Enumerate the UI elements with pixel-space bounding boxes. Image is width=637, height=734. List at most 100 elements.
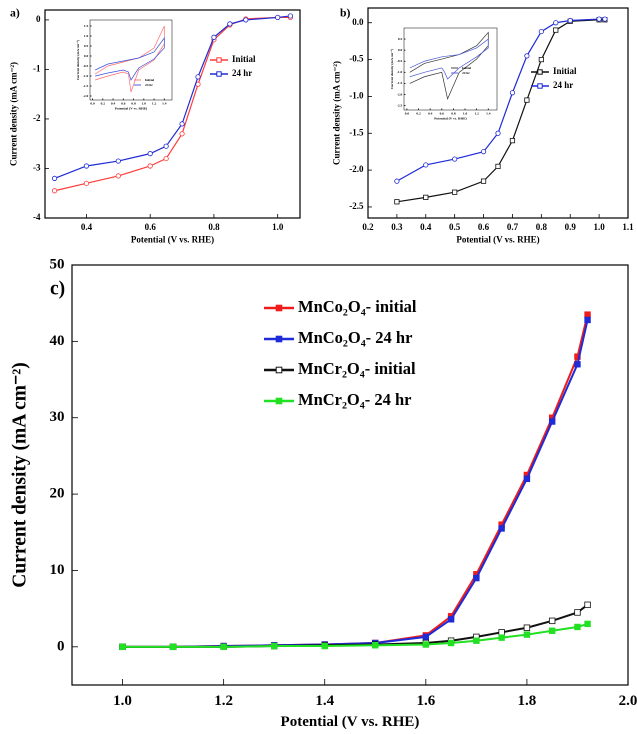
y-tick-label: -1.0 xyxy=(83,74,89,78)
y-tick-label: -2.5 xyxy=(397,103,403,107)
x-tick-label: 0.4 xyxy=(428,112,433,116)
panel: 0.0 0.2 0.4 0.6 0.8 1.0 1.2 1.4 0.5 0.0 -0.5 -1.0 -1… xyxy=(390,27,498,121)
plot-frame xyxy=(44,9,301,219)
data-point xyxy=(509,138,516,144)
data-point xyxy=(523,631,531,638)
data-point xyxy=(498,525,505,532)
panel-label: a) xyxy=(10,7,20,20)
legend-label: Initial xyxy=(553,66,577,76)
y-axis-label: Current density (mA cm⁻²) xyxy=(76,39,80,80)
x-tick-label: 0.7 xyxy=(507,222,519,232)
x-tick-label: 0.8 xyxy=(131,102,136,106)
plot-frame xyxy=(403,27,498,111)
y-tick-label: 10 xyxy=(50,562,65,578)
y-tick-label: -3 xyxy=(33,163,41,173)
data-point xyxy=(422,641,430,648)
data-point xyxy=(498,634,505,641)
x-tick-label: 1.2 xyxy=(474,112,479,116)
data-point xyxy=(452,156,458,162)
x-tick-label: 0.2 xyxy=(101,102,106,106)
legend-label: MnCr₂O₄- 24 hr xyxy=(298,390,411,409)
data-point xyxy=(495,130,501,136)
x-tick-label: 0.6 xyxy=(440,112,445,116)
legend-marker xyxy=(275,304,283,312)
data-point xyxy=(83,163,90,169)
data-point xyxy=(447,616,455,623)
y-tick-label: 30 xyxy=(50,409,65,425)
x-tick-label: 0.0 xyxy=(405,112,410,116)
data-point xyxy=(584,311,591,318)
legend-marker xyxy=(275,397,283,405)
data-point xyxy=(423,162,429,168)
data-point xyxy=(473,574,480,582)
series-line xyxy=(54,15,291,179)
x-tick-label: 1.4 xyxy=(486,112,491,116)
data-point xyxy=(553,27,559,33)
y-tick-label: 1.0 xyxy=(84,34,89,38)
data-point xyxy=(83,180,90,186)
x-tick-label: 1.0 xyxy=(463,112,468,116)
data-point xyxy=(394,178,400,184)
y-tick-label: -2.0 xyxy=(397,92,403,96)
data-point xyxy=(473,637,480,644)
y-tick-label: 0.0 xyxy=(84,54,89,58)
y-tick-label: -1.0 xyxy=(349,90,364,100)
x-axis-label: Potential (V vs. RHE) xyxy=(434,117,467,121)
data-point xyxy=(372,642,379,649)
y-tick-label: -2.0 xyxy=(349,164,364,174)
data-point xyxy=(596,16,602,22)
data-point xyxy=(574,353,581,360)
data-point xyxy=(574,609,581,616)
legend-marker xyxy=(216,57,222,63)
x-tick-label: 0.6 xyxy=(478,222,490,232)
data-point xyxy=(422,633,430,641)
data-point xyxy=(394,199,400,205)
y-axis-label: Current density (mA cm⁻²) xyxy=(331,61,341,165)
data-point xyxy=(574,623,581,631)
data-point xyxy=(169,643,177,651)
legend-label: 24 hr xyxy=(145,83,153,87)
x-tick-label: 1.1 xyxy=(622,222,634,232)
y-tick-label: -1.5 xyxy=(349,127,364,137)
y-tick-label: -0.5 xyxy=(349,54,364,64)
x-tick-label: 0.3 xyxy=(391,222,403,232)
y-tick-label: 0.5 xyxy=(84,44,89,48)
data-point xyxy=(321,642,328,650)
data-point xyxy=(495,163,501,170)
data-point xyxy=(498,629,505,636)
data-point xyxy=(574,361,581,368)
x-tick-label: 0.8 xyxy=(451,112,456,116)
legend-marker xyxy=(216,71,222,77)
legend-marker xyxy=(275,335,283,343)
legend-marker xyxy=(537,83,543,89)
data-point xyxy=(447,639,455,647)
x-tick-label: 2.0 xyxy=(619,693,637,709)
data-point xyxy=(538,28,544,35)
series-line xyxy=(94,36,165,81)
data-point xyxy=(480,178,487,184)
panel: 0.2 0.3 0.4 0.5 0.6 0.7 0.8 0.9 1.0 1.1 0.0 -0.5 -1.… xyxy=(331,7,634,245)
y-tick-label: 0 xyxy=(57,638,65,654)
data-point xyxy=(119,643,126,651)
y-tick-label: 40 xyxy=(50,333,65,349)
data-point xyxy=(523,624,531,631)
legend-label: MnCo₂O₄- initial xyxy=(298,297,417,316)
y-tick-label: 50 xyxy=(50,256,65,272)
y-tick-label: 0.5 xyxy=(398,37,403,41)
x-tick-label: 0.5 xyxy=(449,222,461,232)
y-tick-label: 0.0 xyxy=(398,48,403,52)
x-tick-label: 0.4 xyxy=(111,102,116,106)
panel: 0.4 0.6 0.8 1.0 0 -1 -2 -3 -4 Potential (V vs. RH… xyxy=(8,7,301,245)
data-point xyxy=(195,74,201,80)
data-point xyxy=(179,131,185,137)
legend-marker xyxy=(275,366,283,374)
y-tick-label: 0.0 xyxy=(352,17,364,27)
data-point xyxy=(584,601,591,609)
legend-label: 24 hr xyxy=(232,68,252,78)
data-point xyxy=(163,143,169,149)
data-point xyxy=(163,155,169,162)
data-point xyxy=(220,643,227,651)
y-tick-label: -1.5 xyxy=(83,84,89,88)
x-tick-label: 0.4 xyxy=(420,222,432,232)
